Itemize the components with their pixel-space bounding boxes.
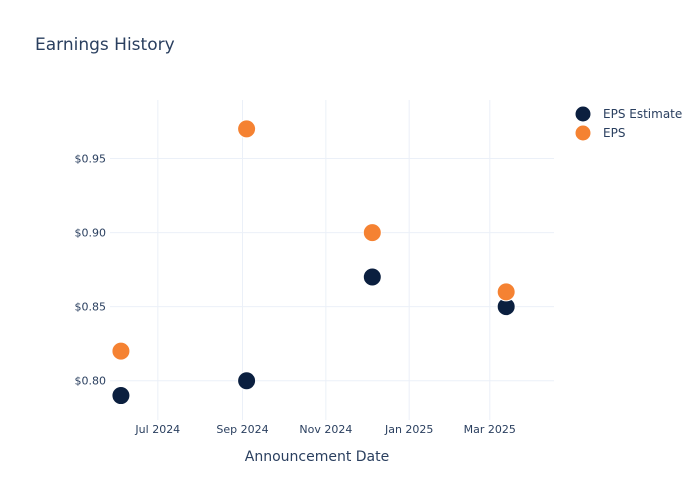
series-eps xyxy=(111,119,516,361)
y-tick-label: $0.95 xyxy=(75,153,107,166)
legend-marker xyxy=(574,105,592,123)
x-axis-title: Announcement Date xyxy=(245,449,389,465)
legend[interactable]: EPS Estimate EPS xyxy=(574,105,682,142)
x-tick-label: Jan 2025 xyxy=(384,423,433,436)
data-point[interactable] xyxy=(496,282,516,302)
legend-item[interactable]: EPS Estimate xyxy=(574,105,682,123)
x-axis-ticks: Jul 2024 Sep 2024 Nov 2024 Jan 2025 Mar 2025 xyxy=(134,423,515,436)
chart-title: Earnings History xyxy=(35,35,175,55)
data-point[interactable] xyxy=(111,386,131,406)
legend-item[interactable]: EPS xyxy=(574,124,625,142)
series-eps-estimate xyxy=(111,267,516,406)
y-tick-label: $0.85 xyxy=(75,301,107,314)
y-tick-label: $0.90 xyxy=(75,227,107,240)
y-axis-ticks: $0.80 $0.85 $0.90 $0.95 xyxy=(75,153,107,388)
data-point[interactable] xyxy=(362,223,382,243)
legend-label: EPS xyxy=(603,126,625,140)
data-points xyxy=(111,119,516,406)
data-point[interactable] xyxy=(237,371,257,391)
x-tick-label: Nov 2024 xyxy=(299,423,352,436)
grid-lines xyxy=(110,100,554,420)
x-tick-label: Jul 2024 xyxy=(134,423,180,436)
data-point[interactable] xyxy=(362,267,382,287)
y-tick-label: $0.80 xyxy=(75,375,107,388)
legend-marker xyxy=(574,124,592,142)
x-tick-label: Sep 2024 xyxy=(216,423,268,436)
x-tick-label: Mar 2025 xyxy=(464,423,516,436)
legend-label: EPS Estimate xyxy=(603,107,682,121)
data-point[interactable] xyxy=(237,119,257,139)
data-point[interactable] xyxy=(111,341,131,361)
